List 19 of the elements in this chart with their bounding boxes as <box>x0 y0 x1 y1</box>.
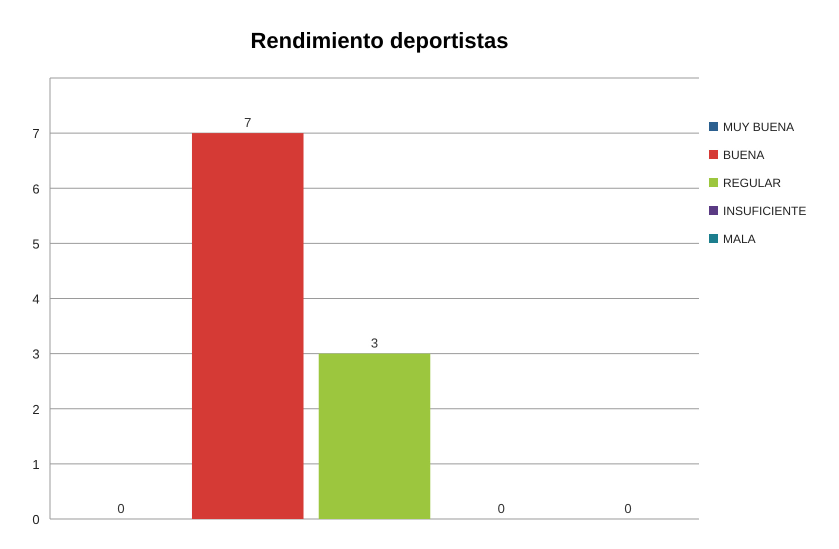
legend-label: REGULAR <box>723 176 782 190</box>
y-tick-label: 1 <box>32 456 40 472</box>
legend-label: MUY BUENA <box>723 120 794 134</box>
y-tick-label: 4 <box>32 292 40 306</box>
legend-label: BUENA <box>723 148 764 162</box>
data-label: 0 <box>498 501 505 516</box>
y-tick-label: 7 <box>32 126 40 142</box>
legend-label: MALA <box>723 232 756 246</box>
y-tick-label: 3 <box>32 346 40 362</box>
data-label: 3 <box>370 336 378 351</box>
y-tick-label: 6 <box>32 181 40 196</box>
chart-title: Rendimiento deportistas <box>250 28 508 53</box>
data-label: 0 <box>117 501 125 516</box>
y-tick-label: 5 <box>32 236 40 252</box>
y-tick-label: 0 <box>32 512 40 527</box>
legend-label: INSUFICIENTE <box>723 204 806 218</box>
data-label: 0 <box>624 501 632 516</box>
y-tick-label: 2 <box>32 402 40 417</box>
data-label: 7 <box>244 115 252 130</box>
